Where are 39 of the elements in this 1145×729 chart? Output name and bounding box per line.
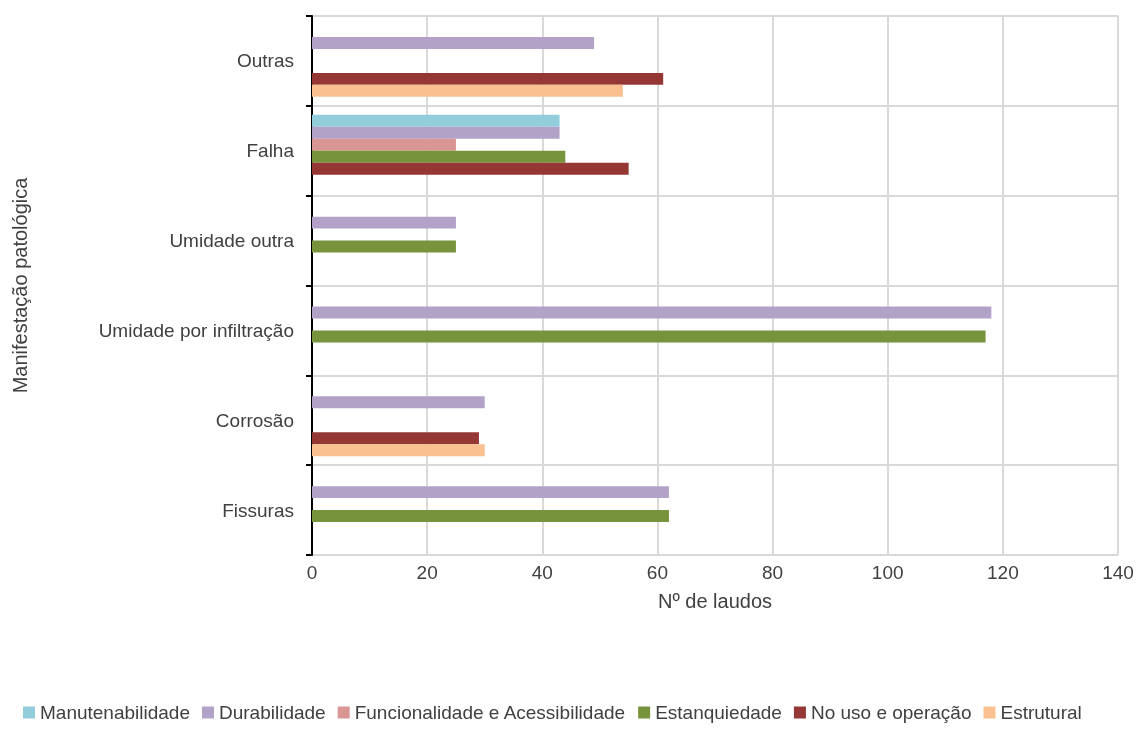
bar: [312, 36, 595, 49]
x-tick-label: 60: [646, 562, 668, 583]
bar: [312, 432, 479, 445]
y-axis-title: Manifestação patológica: [9, 176, 31, 394]
y-tick-label: Falha: [246, 140, 295, 162]
y-tick-label: Fissuras: [222, 499, 294, 521]
legend-label: Estrutural: [1000, 702, 1082, 723]
x-tick-label: 100: [871, 562, 904, 583]
bar: [312, 138, 456, 151]
bar: [312, 306, 992, 319]
x-tick-label: 80: [762, 562, 784, 583]
legend-label: Durabilidade: [219, 702, 326, 723]
x-tick-label: 20: [416, 562, 438, 583]
y-tick-label: Umidade por infiltração: [98, 319, 294, 341]
x-axis-title: Nº de laudos: [657, 590, 773, 612]
bar: [312, 216, 456, 229]
legend-label: Funcionalidade e Acessibilidade: [354, 702, 626, 723]
bar: [312, 510, 669, 523]
bar: [312, 126, 560, 139]
bar: [312, 162, 629, 175]
x-tick-label: 140: [1102, 562, 1134, 583]
bar: [312, 150, 566, 163]
x-tick-label: 120: [987, 562, 1019, 583]
bar: [312, 396, 485, 409]
bar: [312, 330, 986, 343]
bar: [312, 114, 560, 127]
x-tick-label: 40: [531, 562, 553, 583]
bar: [312, 72, 664, 85]
y-tick-label: Umidade outra: [169, 230, 295, 252]
legend-label: Manutenabilidade: [40, 702, 191, 723]
x-tick-label: 0: [306, 562, 318, 583]
bar: [312, 444, 485, 457]
bar: [312, 84, 623, 97]
legend-label: Estanquiedade: [655, 702, 782, 723]
bar: [312, 240, 456, 253]
y-tick-label: Corrosão: [215, 409, 294, 431]
bar: [312, 486, 669, 499]
y-tick-label: Outras: [236, 50, 294, 72]
legend-label: No uso e operação: [810, 702, 972, 723]
